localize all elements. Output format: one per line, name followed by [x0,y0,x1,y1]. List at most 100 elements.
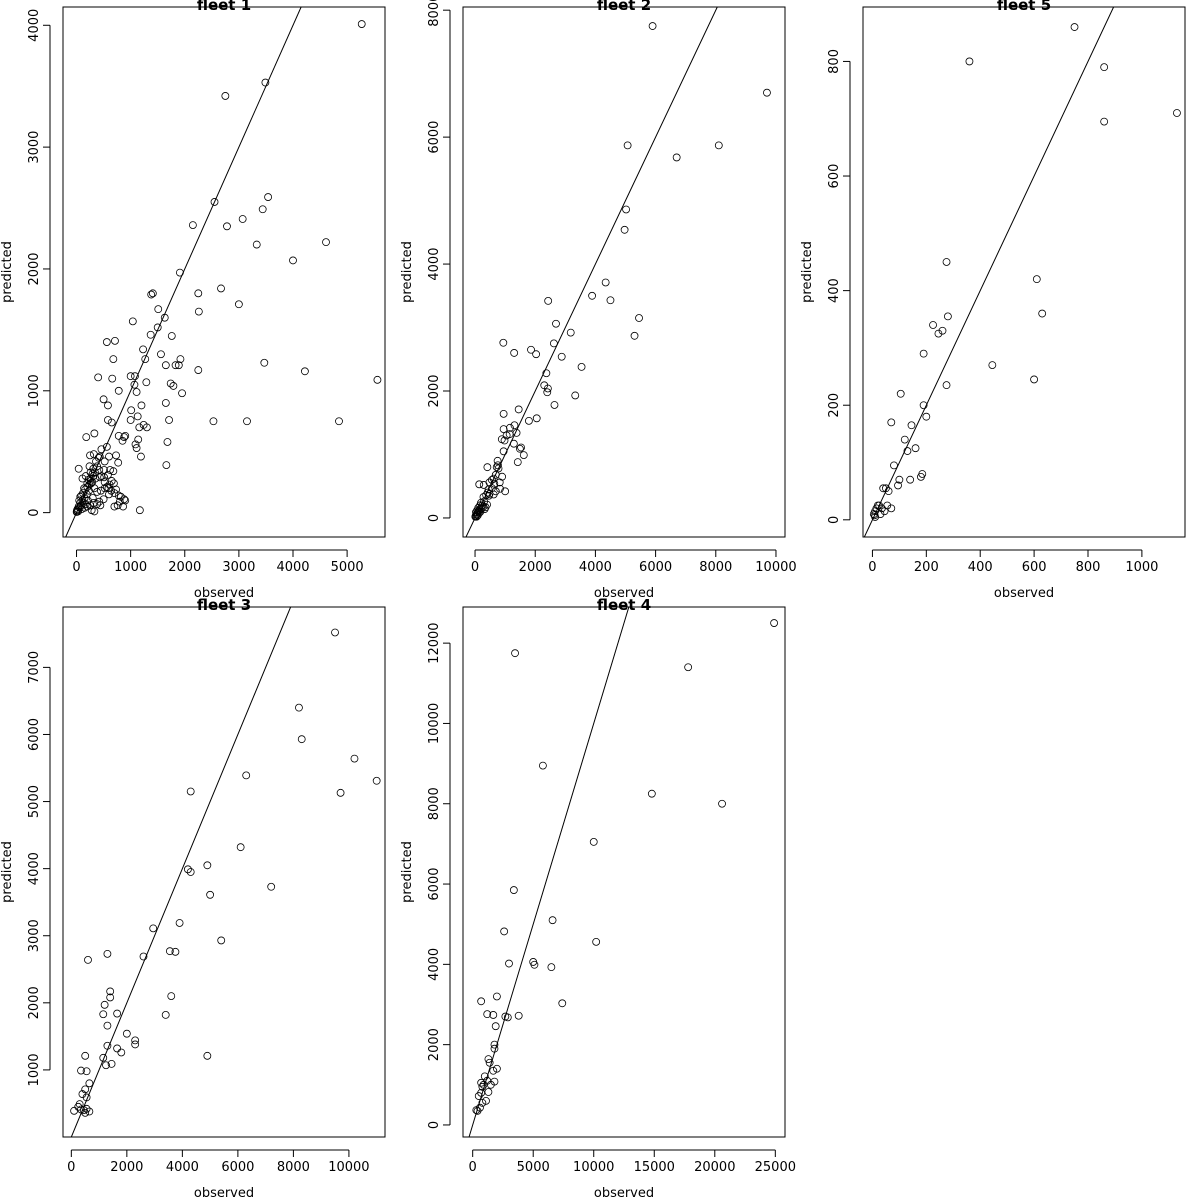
data-point [501,487,510,496]
data-point [513,458,522,467]
data-point [1038,309,1047,318]
data-point [483,463,492,472]
data-point [919,349,928,358]
data-point [178,389,186,398]
x-tick-label: 8000 [277,1160,310,1175]
data-point [131,1036,140,1045]
data-point [162,461,171,470]
data-point [648,22,657,30]
data-point [544,296,553,305]
y-tick-label: 1000 [27,1053,42,1086]
data-point [128,317,137,326]
data-point [549,339,558,348]
x-tick-label: 0 [67,1160,75,1175]
data-point [95,452,104,461]
data-point [350,754,359,763]
y-tick-label: 400 [827,278,842,303]
scatter-panel: 0 200 400 600 800 1000 0 200 400 600 800 observed pr… [800,0,1186,601]
data-point [163,438,172,446]
data-point [943,312,952,321]
data-point [496,484,504,493]
data-point [74,507,83,516]
y-tick-label: 7000 [27,651,42,684]
y-tick-label: 4000 [27,852,42,885]
data-point [186,868,195,876]
data-point [252,240,261,249]
data-point [137,452,145,461]
data-point [479,481,488,489]
data-point [119,502,127,511]
data-point [176,355,185,364]
data-point [142,423,151,432]
data-point [234,300,243,309]
data-point [498,472,507,481]
data-point [161,361,170,370]
data-point [295,703,303,712]
data-point [543,384,552,393]
data-point [105,452,113,461]
data-point [875,501,884,510]
identity-line [70,607,292,1137]
data-point [938,326,947,335]
y-axis-label: predicted [0,241,15,303]
panel-title: fleet 4 [597,596,651,614]
plot-frame [62,6,386,538]
x-tick-label: 0 [72,560,80,575]
data-point [489,1011,498,1019]
data-point [684,663,693,672]
x-tick-label: 600 [1022,560,1047,575]
panel-title: fleet 2 [597,0,651,14]
data-point [357,20,366,28]
y-tick-label: 200 [827,393,842,418]
x-axis-label: observed [594,1186,654,1200]
y-tick-label: 4000 [27,9,42,42]
data-point [261,78,270,87]
y-axis-label: predicted [400,841,415,903]
data-point [186,787,195,796]
data-point [322,238,330,247]
data-point [75,503,84,512]
data-point [135,423,144,432]
plot-frame [862,6,1186,538]
y-tick-label: 4000 [427,948,442,981]
data-point [103,949,112,958]
data-point [622,205,631,214]
data-point [221,92,230,100]
data-point [236,843,245,852]
data-point [714,141,723,150]
data-point [74,1102,83,1111]
data-point [372,776,381,785]
data-point [557,352,566,361]
data-point [870,511,879,520]
x-tick-label: 10000 [573,1160,614,1175]
data-point [113,1044,122,1053]
data-point [478,1082,487,1091]
data-point [97,472,106,480]
y-tick-label: 0 [827,516,842,524]
data-point [106,993,115,1002]
data-point [922,412,931,421]
panel-title: fleet 5 [997,0,1051,14]
x-axis-label: observed [194,1186,254,1200]
data-point [494,464,503,473]
data-point [217,936,226,945]
data-point [184,865,192,874]
data-point [102,338,111,346]
data-point [509,439,518,448]
x-axis-label: observed [194,586,254,601]
data-point [81,1108,90,1117]
data-point [297,735,306,744]
y-tick-label: 8000 [427,787,442,820]
data-point [113,1009,122,1018]
data-point [165,947,174,956]
data-point [538,761,547,770]
data-point [95,497,104,506]
data-point [877,504,886,513]
y-axis-label: predicted [0,841,15,903]
x-tick-label: 1000 [114,560,147,575]
data-point [85,1079,94,1088]
data-point [647,789,656,798]
x-axis-label: observed [594,586,654,601]
y-tick-label: 6000 [427,121,442,154]
data-point [552,319,560,328]
